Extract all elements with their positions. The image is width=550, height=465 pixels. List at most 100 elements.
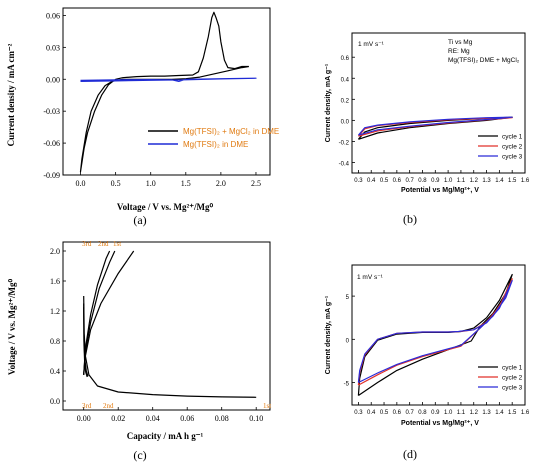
scan-rate-label: 1 mV s⁻¹ [357, 274, 384, 281]
annotation-text: RE: Mg [448, 48, 470, 55]
series-line-1 [83, 295, 257, 398]
legend-label: cycle 2 [502, 375, 523, 382]
plot-frame [62, 241, 271, 411]
x-tick-label: 0.6 [393, 410, 402, 416]
legend-label: Mg(TFSI)₂ + MgCl₂ in DME [183, 127, 279, 136]
x-tick-label: 1.3 [482, 178, 491, 184]
x-tick-label: 1.2 [470, 410, 479, 416]
x-tick-label: 0.9 [431, 410, 440, 416]
y-tick-label: 0.6 [341, 56, 350, 62]
cycle-label: 1st [113, 240, 121, 248]
series-line-3 [357, 280, 513, 384]
series-line-2 [80, 77, 257, 82]
legend-label: cycle 3 [502, 385, 523, 392]
panel-caption: (b) [403, 212, 417, 226]
legend-label: cycle 3 [502, 154, 523, 161]
x-tick-label: 1.6 [521, 410, 530, 416]
cycle-label: 3rd [82, 402, 92, 410]
annotation-text: Ti vs Mg [448, 39, 473, 46]
x-tick-label: 0.3 [354, 178, 363, 184]
x-tick-label: 0.5 [380, 410, 389, 416]
series-line-1 [357, 273, 513, 396]
y-tick-label: -0.09 [43, 171, 60, 180]
x-tick-label: 1.4 [495, 178, 504, 184]
series-charge-line-2 [83, 250, 116, 375]
y-tick-label: 0.0 [341, 119, 350, 125]
x-axis-label: Potential vs Mg/Mg²⁺, V [401, 420, 479, 427]
chart-panel-a: 0.0 0.5 1.0 1.5 2.0 2.5 -0.09 -0.06 -0.03 0.00 0.0… [6, 7, 279, 227]
x-tick-label: 1.0 [146, 179, 156, 188]
y-axis-label: Voltage / V vs. Mg²⁺/Mg⁰ [7, 279, 17, 376]
y-tick-label: 5 [346, 295, 350, 301]
x-tick-label: 1.2 [470, 178, 479, 184]
y-tick-label: 0.4 [50, 367, 60, 376]
x-tick-label: 1.3 [482, 410, 491, 416]
y-tick-label: -0.06 [43, 139, 60, 148]
legend-label: cycle 1 [502, 365, 523, 372]
x-tick-label: 0.02 [111, 414, 125, 423]
x-tick-label: 0.08 [215, 414, 229, 423]
y-tick-label: -0.2 [339, 140, 350, 146]
x-tick-label: 0.04 [146, 414, 160, 423]
y-tick-label: 0.00 [46, 75, 60, 84]
series-line-3 [357, 116, 513, 136]
x-tick-label: 0.5 [111, 179, 121, 188]
x-tick-label: 0.5 [380, 178, 389, 184]
panel-caption: (c) [133, 448, 146, 462]
plot-frame [351, 32, 526, 174]
x-tick-label: 1.5 [508, 178, 517, 184]
x-tick-label: 0.4 [367, 178, 376, 184]
y-tick-label: 2.0 [50, 247, 60, 256]
x-tick-label: 0.6 [393, 178, 402, 184]
x-tick-label: 0.7 [405, 410, 414, 416]
x-tick-label: 0.7 [405, 178, 414, 184]
cycle-label: 3rd [82, 240, 92, 248]
legend-label: cycle 2 [502, 144, 523, 151]
x-axis-label: Voltage / V vs. Mg²⁺/Mg⁰ [117, 202, 214, 212]
x-tick-label: 1.4 [495, 410, 504, 416]
annotation-text: Mg(TFSI)₂ DME + MgCl₂ [448, 57, 520, 64]
y-tick-label: 0 [346, 338, 350, 344]
y-tick-label: -5 [344, 382, 350, 388]
y-axis-label: Current density / mA cm⁻² [6, 43, 16, 146]
y-tick-label: 0.2 [341, 98, 350, 104]
chart-panel-d: 0.3 0.4 0.5 0.6 0.7 0.8 0.9 1.0 1.1 1.2 1.3 1.4 1.5 1… [325, 264, 530, 461]
y-tick-label: 0.8 [50, 337, 60, 346]
x-tick-label: 0.8 [418, 178, 427, 184]
x-tick-label: 1.5 [181, 179, 191, 188]
y-tick-label: -0.03 [43, 107, 60, 116]
y-tick-label: 0.03 [46, 43, 60, 52]
x-axis-label: Capacity / mA h g⁻¹ [127, 431, 204, 441]
legend-label: Mg(TFSI)₂ in DME [183, 140, 248, 149]
legend-label: cycle 1 [502, 134, 523, 141]
chart-panel-b: 0.3 0.4 0.5 0.6 0.7 0.8 0.9 1.0 1.1 1.2 1.3 1.4 1.5 1… [325, 32, 530, 226]
chart-panel-c: 0.00 0.02 0.04 0.06 0.08 0.10 0.0 0.4 0.8 1.2 1.6 2… [7, 240, 271, 462]
x-tick-label: 0.9 [431, 178, 440, 184]
x-tick-label: 2.0 [216, 179, 226, 188]
x-tick-label: 0.0 [76, 179, 86, 188]
panel-caption: (d) [403, 447, 417, 461]
x-tick-label: 0.4 [367, 410, 376, 416]
y-axis-label: Current density, mA g⁻¹ [325, 295, 332, 374]
x-tick-label: 1.0 [444, 410, 453, 416]
x-tick-label: 1.5 [508, 410, 517, 416]
cycle-label: 1st [263, 402, 271, 410]
series-charge-line-3 [83, 250, 111, 375]
y-tick-label: -0.4 [339, 161, 350, 167]
y-tick-label: 0.0 [50, 397, 60, 406]
x-tick-label: 1.6 [521, 178, 530, 184]
x-axis-label: Potential vs Mg/Mg²⁺, V [401, 187, 479, 194]
cycle-label: 2nd [98, 240, 109, 248]
plot-frame [351, 264, 526, 406]
x-tick-label: 0.3 [354, 410, 363, 416]
scan-rate-label: 1 mV s⁻¹ [358, 41, 385, 48]
y-tick-label: 0.06 [46, 11, 60, 20]
cycle-label: 2nd [103, 402, 114, 410]
x-tick-label: 0.8 [418, 410, 427, 416]
x-tick-label: 0.00 [77, 414, 91, 423]
x-tick-label: 1.1 [457, 178, 466, 184]
plot-frame [62, 7, 271, 176]
y-tick-label: 1.6 [50, 277, 60, 286]
x-tick-label: 1.1 [457, 410, 466, 416]
